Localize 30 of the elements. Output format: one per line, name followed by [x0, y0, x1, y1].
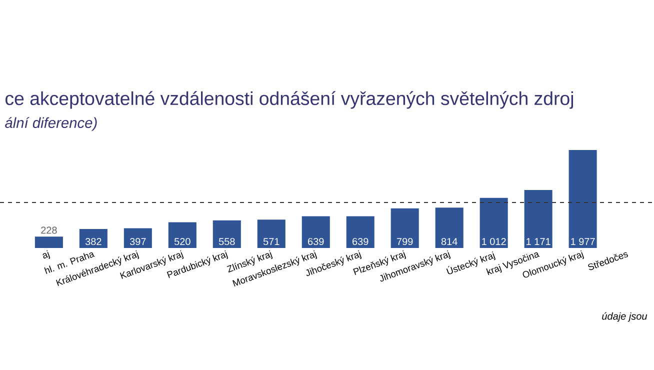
bar [302, 216, 330, 248]
data-label: 228 [41, 226, 57, 234]
chart-subtitle: ální diference) [5, 117, 97, 131]
data-label: 1 171 [526, 238, 550, 246]
data-label: 520 [174, 238, 190, 246]
data-label: 639 [308, 238, 324, 246]
bar [212, 220, 241, 248]
data-label: 382 [85, 238, 102, 246]
bar [79, 229, 108, 248]
data-label: 571 [263, 238, 280, 246]
bar [390, 208, 419, 248]
bar [346, 216, 374, 248]
data-label: 397 [130, 238, 146, 246]
data-label: 558 [218, 238, 235, 246]
text: údaje jsou [602, 312, 648, 322]
chart-title: ce akceptovatelné vzdálenosti odnášení vyřazených světelných zdroj [6, 91, 573, 109]
bar [34, 236, 63, 248]
data-label: 1 012 [482, 238, 506, 246]
data-label: 639 [352, 238, 368, 246]
data-label: 1 977 [571, 238, 595, 246]
bar [524, 190, 552, 248]
x-tick-label: aj [42, 250, 50, 259]
bar [435, 208, 464, 248]
bar [568, 150, 597, 248]
bar [168, 222, 196, 248]
bar [480, 198, 508, 248]
data-label: 814 [441, 238, 458, 246]
data-label: 799 [397, 238, 413, 246]
bar [124, 228, 152, 248]
bar [257, 220, 286, 248]
